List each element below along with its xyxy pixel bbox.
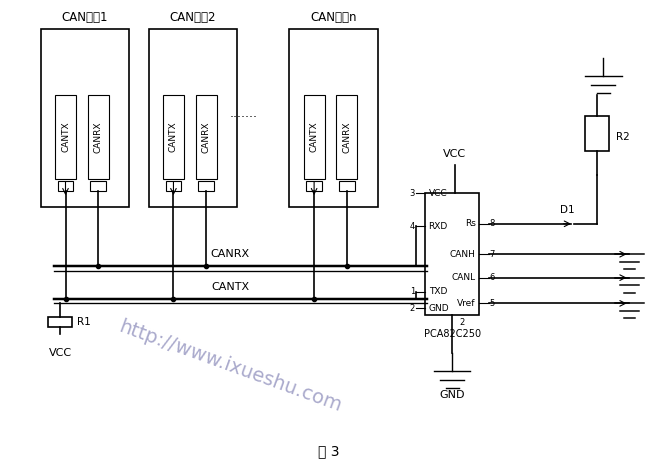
Text: D1: D1: [560, 205, 575, 215]
Text: RXD: RXD: [428, 222, 448, 231]
Bar: [198, 181, 214, 191]
Bar: [339, 181, 355, 191]
Bar: [289, 30, 378, 207]
Text: VCC: VCC: [49, 348, 72, 357]
Bar: [88, 95, 108, 179]
Text: .......: .......: [229, 107, 258, 120]
Bar: [163, 95, 184, 179]
Text: CANRX: CANRX: [202, 122, 211, 153]
Text: Vref: Vref: [457, 299, 476, 308]
Text: 2: 2: [409, 304, 415, 313]
Text: CANTX: CANTX: [212, 282, 250, 292]
Text: CANTX: CANTX: [61, 122, 70, 153]
Text: http://www.ixueshu.com: http://www.ixueshu.com: [116, 317, 344, 416]
Bar: [306, 181, 322, 191]
Text: CANRX: CANRX: [211, 249, 250, 259]
Text: 图 3: 图 3: [318, 444, 339, 458]
Bar: [166, 181, 181, 191]
Text: R2: R2: [616, 132, 630, 142]
Bar: [91, 181, 106, 191]
Bar: [41, 30, 129, 207]
Text: PCA82C250: PCA82C250: [424, 329, 481, 339]
Text: 4: 4: [409, 222, 415, 231]
Text: 2: 2: [459, 317, 464, 326]
Bar: [49, 317, 72, 327]
Bar: [585, 116, 608, 151]
Text: 7: 7: [489, 250, 495, 259]
Text: CAN模块n: CAN模块n: [310, 11, 357, 24]
Text: CANRX: CANRX: [342, 122, 351, 153]
Text: Rs: Rs: [464, 219, 476, 228]
Text: 8: 8: [489, 219, 495, 228]
Text: VCC: VCC: [428, 189, 447, 198]
Text: TXD: TXD: [428, 287, 447, 296]
Text: GND: GND: [428, 304, 449, 313]
Bar: [148, 30, 237, 207]
Bar: [58, 181, 74, 191]
Text: CAN模块1: CAN模块1: [62, 11, 108, 24]
Bar: [55, 95, 76, 179]
Bar: [336, 95, 357, 179]
Text: R1: R1: [77, 317, 91, 327]
Bar: [196, 95, 217, 179]
Text: CAN模块2: CAN模块2: [170, 11, 216, 24]
Text: CANH: CANH: [450, 250, 476, 259]
Text: 3: 3: [409, 189, 415, 198]
Bar: [425, 194, 479, 315]
Text: CANTX: CANTX: [169, 122, 178, 153]
Text: CANL: CANL: [451, 273, 476, 282]
Text: 1: 1: [409, 287, 415, 296]
Text: CANRX: CANRX: [94, 122, 102, 153]
Text: CANTX: CANTX: [309, 122, 319, 153]
Text: 6: 6: [489, 273, 495, 282]
Text: GND: GND: [440, 390, 465, 400]
Text: 5: 5: [489, 299, 495, 308]
Text: VCC: VCC: [443, 148, 466, 159]
Bar: [304, 95, 325, 179]
